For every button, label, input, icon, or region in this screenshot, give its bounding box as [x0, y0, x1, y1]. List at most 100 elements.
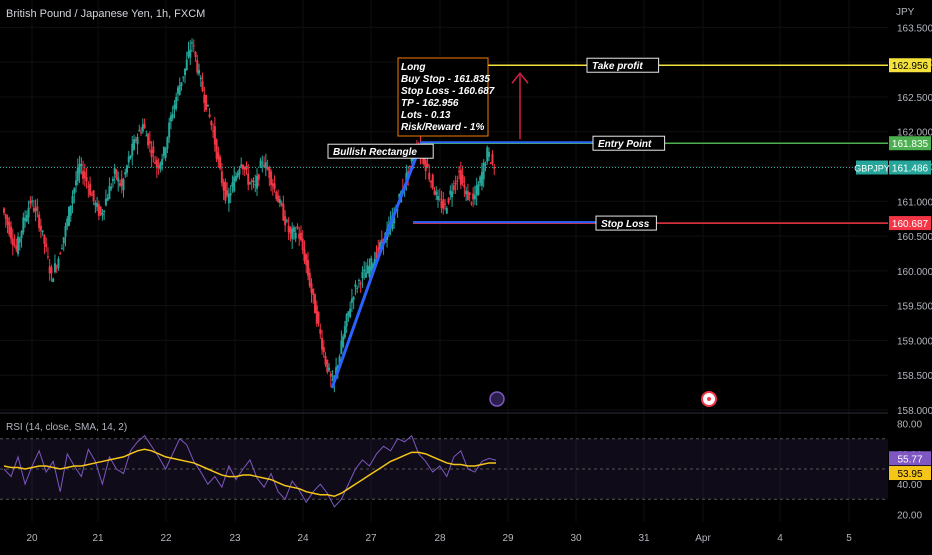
- time-tick-label: 29: [502, 533, 514, 544]
- candle-body: [215, 139, 218, 159]
- price-tick-label: 159.000: [897, 336, 932, 347]
- candle-body: [329, 373, 332, 377]
- candle-body: [134, 139, 137, 141]
- candle-body: [444, 204, 447, 206]
- candle-body: [491, 154, 494, 164]
- candle-body: [80, 163, 83, 166]
- candle-body: [291, 228, 294, 239]
- candle-body: [75, 180, 78, 186]
- candle-body: [261, 162, 264, 164]
- candle-body: [233, 176, 236, 192]
- take-profit-label-box: [586, 57, 660, 73]
- candle-body: [366, 265, 369, 274]
- candle-body: [264, 162, 267, 168]
- candle-body: [48, 266, 51, 274]
- candle-body: [154, 162, 157, 164]
- candle-body: [458, 171, 461, 173]
- candle-body: [8, 221, 11, 235]
- candle-body: [234, 175, 237, 181]
- candle-body: [463, 184, 466, 188]
- candle-body: [363, 269, 366, 272]
- candle-body: [187, 51, 190, 57]
- candle-body: [27, 207, 30, 218]
- candle-body: [256, 175, 259, 189]
- candle-body: [322, 347, 325, 353]
- candle-body: [292, 227, 295, 233]
- candle-body: [138, 130, 141, 132]
- rsi-tick-label: 20.00: [897, 510, 922, 521]
- price-tick-label: 163.500: [897, 23, 932, 34]
- candle-body: [127, 156, 130, 163]
- candle-body: [312, 288, 315, 296]
- candle-body: [62, 237, 65, 244]
- candle-body: [41, 230, 44, 233]
- candle-body: [231, 182, 234, 187]
- candle-body: [282, 204, 285, 221]
- candle-body: [278, 199, 281, 203]
- candle-body: [131, 143, 134, 156]
- candle-body: [319, 329, 322, 334]
- candle-body: [289, 227, 292, 234]
- candle-body: [380, 240, 383, 244]
- candle-body: [140, 132, 143, 134]
- time-tick-label: 31: [638, 533, 650, 544]
- pattern-label-box: [327, 143, 434, 159]
- info-box-line: Lots - 0.13: [401, 110, 451, 121]
- candle-body: [196, 60, 199, 73]
- candle-body: [475, 185, 478, 196]
- pattern-label: Bullish Rectangle: [333, 147, 417, 158]
- candle-body: [141, 124, 144, 132]
- candle-body: [447, 198, 450, 203]
- candle-body: [166, 137, 169, 149]
- candle-body: [270, 171, 273, 185]
- candle-body: [373, 258, 376, 267]
- time-axis: 20 21 22 23 24 27 28 29 30 31 Apr 4 5: [26, 533, 852, 544]
- candle-body: [110, 186, 113, 189]
- candle-body: [212, 130, 215, 132]
- candle-body: [226, 190, 229, 196]
- candle-body: [164, 148, 167, 158]
- candle-body: [354, 284, 357, 288]
- price-tick-label: 162.500: [897, 93, 932, 104]
- candle-body: [347, 311, 350, 316]
- event-icon-dot: [707, 397, 711, 401]
- candle-body: [3, 208, 5, 213]
- candle-body: [198, 70, 201, 74]
- candle-body: [155, 159, 158, 169]
- candle-body: [280, 202, 283, 206]
- entry-value: 161.835: [892, 139, 929, 150]
- candle-body: [273, 183, 276, 189]
- candle-body: [66, 218, 69, 227]
- candle-body: [317, 312, 320, 324]
- stop-loss-value: 160.687: [892, 219, 929, 230]
- candle-body: [129, 155, 132, 159]
- candle-body: [445, 207, 448, 214]
- candle-body: [473, 195, 476, 200]
- candle-body: [466, 191, 469, 201]
- candle-body: [294, 232, 297, 239]
- candle-body: [205, 95, 208, 111]
- candle-body: [428, 172, 431, 180]
- candle-body: [321, 337, 324, 350]
- candle-body: [275, 191, 278, 200]
- entry-point-label: Entry Point: [598, 139, 652, 150]
- candle-body: [257, 174, 260, 180]
- candle-body: [147, 133, 150, 146]
- candle-body: [206, 104, 209, 107]
- candle-body: [356, 288, 359, 290]
- chart-title: British Pound / Japanese Yen, 1h, FXCM: [6, 8, 206, 20]
- price-tick-label: 158.500: [897, 371, 932, 382]
- candle-body: [361, 272, 364, 279]
- price-tick-label: 159.500: [897, 302, 932, 313]
- info-box-line: Buy Stop - 161.835: [401, 74, 490, 85]
- time-tick-label: 23: [229, 533, 241, 544]
- candle-body: [55, 267, 58, 269]
- last-price-tag: [889, 160, 931, 175]
- price-axis: 163.500163.000162.500162.000161.500161.0…: [854, 0, 932, 550]
- candle-body: [90, 194, 93, 196]
- candle-body: [157, 165, 160, 168]
- candle-body: [370, 258, 373, 272]
- candle-body: [465, 190, 468, 195]
